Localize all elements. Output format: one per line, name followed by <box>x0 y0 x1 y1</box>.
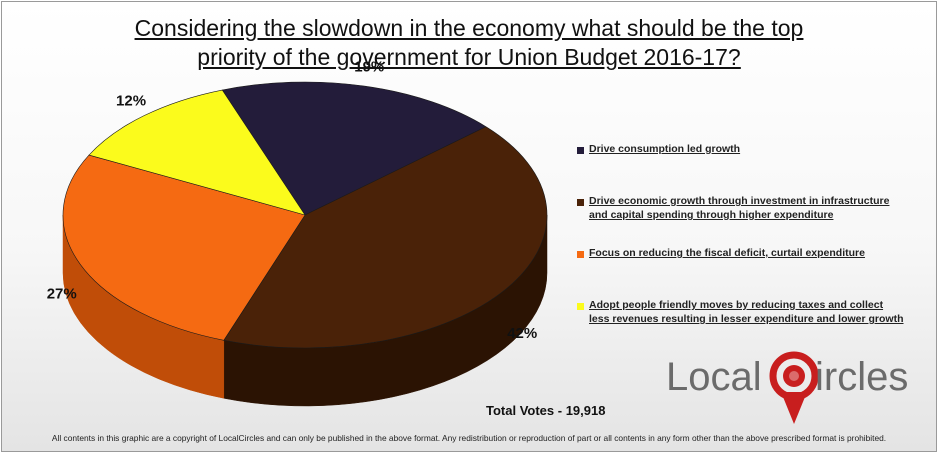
pie-data-labels: 19% 42% 27% 12% <box>47 59 538 342</box>
legend-label: Focus on reducing the fiscal deficit, cu… <box>589 247 865 259</box>
legend-item-fiscal-deficit: Focus on reducing the fiscal deficit, cu… <box>577 246 929 260</box>
legend-item-reduce-taxes: Adopt people friendly moves by reducing … <box>577 298 929 326</box>
legend-label: Drive economic growth through investment… <box>589 195 890 221</box>
total-votes: Total Votes - 19,918 <box>486 403 606 418</box>
pie-label-fiscal-deficit: 27% <box>47 285 77 302</box>
title-line-2: priority of the government for Union Bud… <box>197 44 741 70</box>
pie-top-faces <box>62 81 548 349</box>
pie-slice-infrastructure <box>223 126 548 349</box>
legend-swatch <box>577 147 584 154</box>
copyright-footer: All contents in this graphic are a copyr… <box>51 433 887 443</box>
legend-item-infrastructure: Drive economic growth through investment… <box>577 194 929 222</box>
legend-swatch <box>577 303 584 310</box>
pie-label-infrastructure: 42% <box>507 325 537 342</box>
pie-slice-reduce-taxes <box>88 89 306 216</box>
legend-label: Adopt people friendly moves by reducing … <box>589 299 904 325</box>
logo-pin-icon <box>769 351 819 424</box>
logo-text-ircles: ircles <box>815 355 908 399</box>
pie-label-consumption: 19% <box>354 59 384 76</box>
pie-slice-fiscal-deficit <box>62 154 306 341</box>
legend-swatch <box>577 199 584 206</box>
chart-title: Considering the slowdown in the economy … <box>0 14 938 72</box>
pie-slice-consumption <box>221 81 487 216</box>
logo-text-local: Local <box>666 355 762 399</box>
pie-label-reduce-taxes: 12% <box>116 93 146 110</box>
title-line-1: Considering the slowdown in the economy … <box>134 15 804 41</box>
legend-label: Drive consumption led growth <box>589 143 741 155</box>
legend-item-consumption: Drive consumption led growth <box>577 142 929 156</box>
legend-swatch <box>577 251 584 258</box>
